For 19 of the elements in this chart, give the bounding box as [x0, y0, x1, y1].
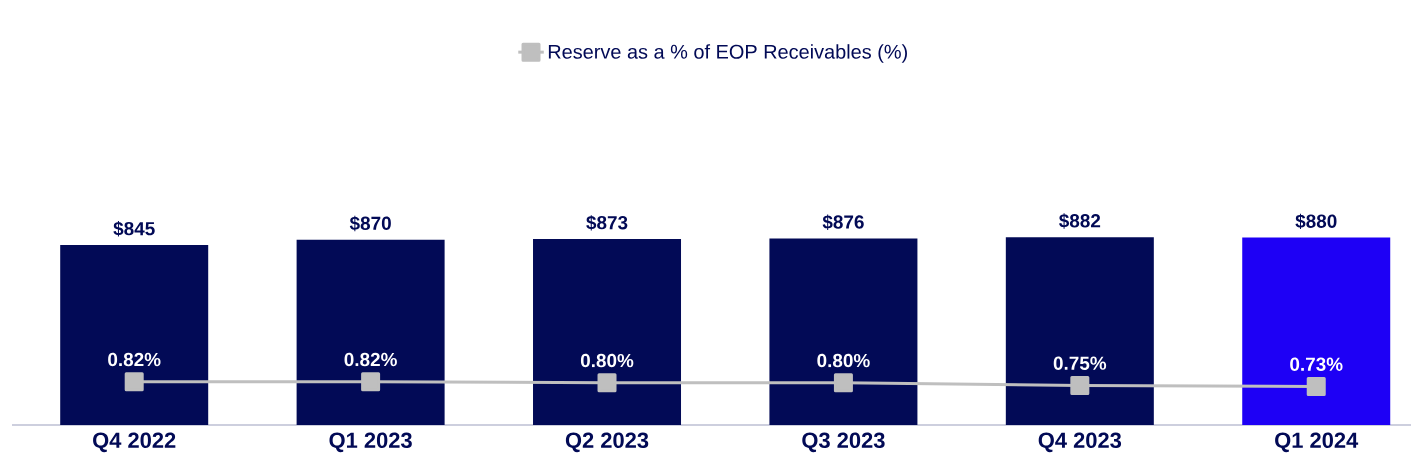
x-tick-label: Q2 2023	[565, 432, 649, 453]
data-label: $882	[1059, 213, 1101, 229]
data-label: $845	[113, 221, 155, 237]
x-tick-label: Q4 2022	[93, 432, 176, 453]
data-label: 0.80%	[580, 353, 634, 368]
data-label: 0.75%	[1053, 356, 1107, 370]
data-label: 0.80%	[817, 353, 870, 368]
data-label: $870	[349, 215, 391, 232]
data-label: $880	[1295, 213, 1337, 230]
data-label: 0.82%	[108, 352, 161, 367]
data-label: $873	[586, 215, 628, 231]
x-tick-label: Q1 2024	[1275, 432, 1359, 453]
data-label: 0.82%	[344, 352, 397, 367]
data-label: 0.73%	[1290, 357, 1343, 371]
data-label: $876	[822, 214, 864, 230]
x-tick-label: Q4 2023	[1038, 432, 1122, 453]
x-tick-label: Q3 2023	[802, 432, 885, 453]
legend-label: Reserve as a % of EOP Receivables (%)	[548, 44, 907, 63]
x-tick-label: Q1 2023	[329, 432, 412, 453]
